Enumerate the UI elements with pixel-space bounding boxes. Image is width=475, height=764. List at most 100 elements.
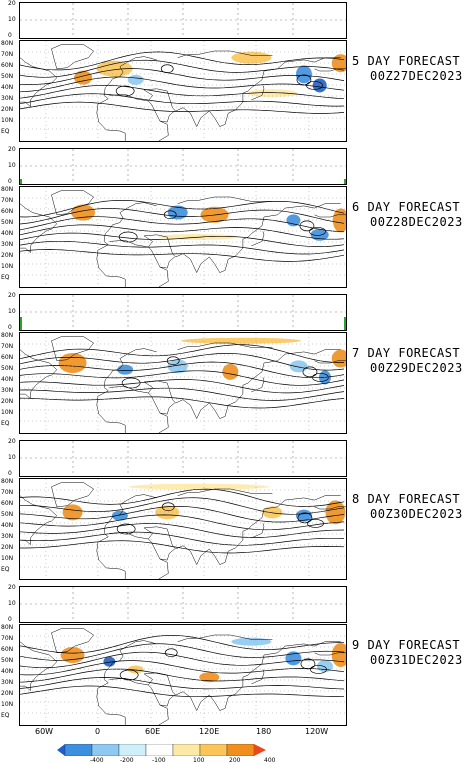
lat-label: 30N	[1, 95, 14, 102]
forecast-date: 00Z29DEC2023	[370, 361, 463, 375]
lat-label: 30N	[1, 387, 14, 394]
lat-label: 20N	[1, 544, 14, 551]
lat-label: 60N	[1, 354, 14, 361]
colorbar-segment	[145, 744, 174, 756]
forecast-panel: 20 10 0 80N 70N 60N 50N 40N 30N 20N 10N EQ 9 DAY FOR…	[0, 584, 475, 729]
anomaly-map	[19, 40, 347, 142]
forecast-title: 7 DAY FORECAST	[352, 346, 461, 360]
forecast-title: 5 DAY FORECAST	[352, 54, 461, 68]
forecast-title: 8 DAY FORECAST	[352, 492, 461, 506]
colorbar-label-400: 400	[264, 757, 276, 764]
lon-label-60w: 60W	[35, 727, 54, 736]
lat-label: 50N	[1, 657, 14, 664]
lat-label: 10N	[1, 555, 14, 562]
bar-tick-label: 0	[8, 470, 12, 477]
lat-label: 80N	[1, 332, 14, 339]
bar-tick-label: 10	[8, 162, 16, 169]
forecast-date: 00Z30DEC2023	[370, 507, 463, 521]
lat-label: 60N	[1, 208, 14, 215]
bar-tick-label: 0	[8, 32, 12, 39]
lat-label: 70N	[1, 635, 14, 642]
bar-tick-label: 20	[8, 292, 16, 299]
lat-label: 20N	[1, 252, 14, 259]
lat-label: 60N	[1, 62, 14, 69]
colorbar-segment	[91, 744, 120, 756]
lat-label: 50N	[1, 365, 14, 372]
lon-label-180: 180	[256, 727, 272, 736]
lat-label: 10N	[1, 701, 14, 708]
forecast-date: 00Z31DEC2023	[370, 653, 463, 667]
bar-tick-label: 20	[8, 0, 16, 7]
bar-tick-label: 20	[8, 438, 16, 445]
forecast-panel: 20 10 0 80N 70N 60N 50N 40N 30N 20N 10N EQ 7 DAY FOR…	[0, 292, 475, 437]
colorbar-label-n400: -400	[90, 757, 104, 764]
colorbar-segment	[118, 744, 147, 756]
colorbar-label-n100: -100	[152, 757, 166, 764]
forecast-date: 00Z28DEC2023	[370, 215, 463, 229]
lat-label: EQ	[1, 566, 10, 573]
bar-tick-label: 10	[8, 600, 16, 607]
colorbar-segment	[64, 744, 93, 756]
lon-label-120e: 120E	[199, 727, 220, 736]
lon-label-60e: 60E	[145, 727, 161, 736]
lat-label: EQ	[1, 712, 10, 719]
forecast-title: 9 DAY FORECAST	[352, 638, 461, 652]
lat-label: 30N	[1, 533, 14, 540]
bar-tick-label: 0	[8, 324, 12, 331]
lat-label: 10N	[1, 117, 14, 124]
lat-label: EQ	[1, 420, 10, 427]
lat-label: 40N	[1, 376, 14, 383]
colorbar-segment	[199, 744, 228, 756]
bar-plot	[19, 148, 347, 185]
lat-label: 40N	[1, 668, 14, 675]
colorbar-segment	[226, 744, 255, 756]
anomaly-map	[19, 624, 347, 726]
lat-label: 80N	[1, 40, 14, 47]
lat-label: 70N	[1, 489, 14, 496]
bar-plot	[19, 294, 347, 331]
forecast-date: 00Z27DEC2023	[370, 69, 463, 83]
forecast-title: 6 DAY FORECAST	[352, 200, 461, 214]
lat-label: 70N	[1, 197, 14, 204]
lat-label: 30N	[1, 679, 14, 686]
lat-label: 50N	[1, 73, 14, 80]
forecast-panel: 20 10 0 80N 70N 60N 50N 40N 30N 20N 10N EQ 5 DAY FOR…	[0, 0, 475, 145]
anomaly-map	[19, 478, 347, 580]
bar-tick-label: 0	[8, 178, 12, 185]
lat-label: 40N	[1, 522, 14, 529]
lat-label: 80N	[1, 478, 14, 485]
colorbar-segment	[172, 744, 201, 756]
lat-label: EQ	[1, 274, 10, 281]
bar-plot	[19, 586, 347, 623]
bar-tick-label: 20	[8, 584, 16, 591]
lat-label: 60N	[1, 500, 14, 507]
lat-label: 50N	[1, 219, 14, 226]
lat-label: 70N	[1, 51, 14, 58]
lat-label: 40N	[1, 230, 14, 237]
lat-label: 40N	[1, 84, 14, 91]
forecast-panel: 20 10 0 80N 70N 60N 50N 40N 30N 20N 10N EQ 8 DAY FOR…	[0, 438, 475, 583]
colorbar	[57, 744, 266, 756]
lat-label: 20N	[1, 106, 14, 113]
colorbar-label-200: 200	[229, 757, 241, 764]
anomaly-map	[19, 186, 347, 288]
lat-label: 20N	[1, 398, 14, 405]
lat-label: 10N	[1, 409, 14, 416]
bar-tick-label: 10	[8, 454, 16, 461]
bar-tick-label: 10	[8, 308, 16, 315]
lat-label: EQ	[1, 128, 10, 135]
anomaly-map	[19, 332, 347, 434]
bar-plot	[19, 2, 347, 39]
bar-tick-label: 20	[8, 146, 16, 153]
forecast-panel: 20 10 0 80N 70N 60N 50N 40N 30N 20N 10N EQ 6 DAY FOR…	[0, 146, 475, 291]
lat-label: 30N	[1, 241, 14, 248]
lat-label: 60N	[1, 646, 14, 653]
lat-label: 70N	[1, 343, 14, 350]
lon-label-0: 0	[95, 727, 101, 736]
lat-label: 20N	[1, 690, 14, 697]
colorbar-label-n200: -200	[120, 757, 134, 764]
bar-plot	[19, 440, 347, 477]
lat-label: 80N	[1, 624, 14, 631]
lat-label: 10N	[1, 263, 14, 270]
lat-label: 50N	[1, 511, 14, 518]
